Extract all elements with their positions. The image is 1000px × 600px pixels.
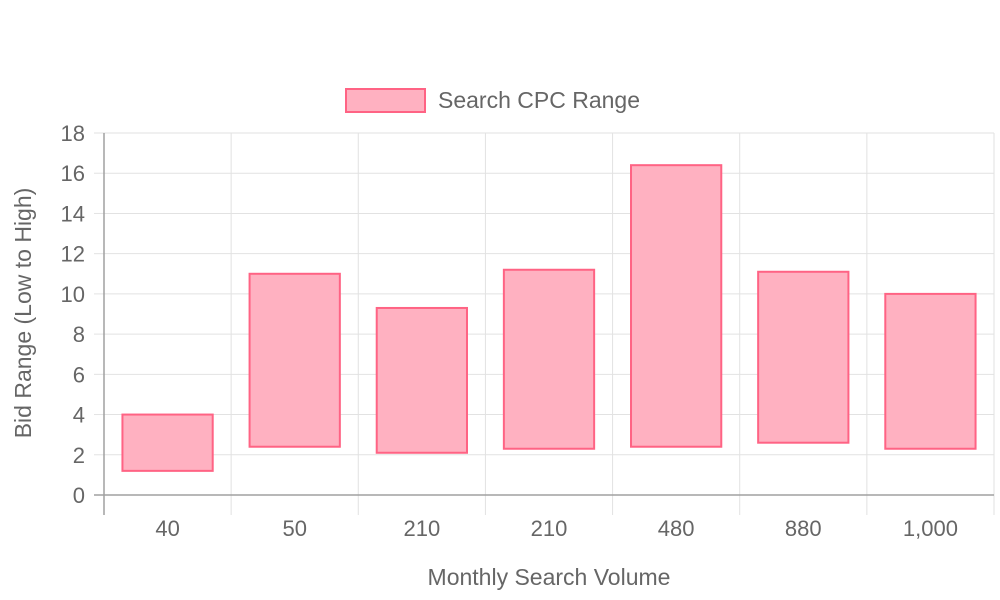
bar[interactable] (630, 164, 723, 448)
x-tick-label: 880 (785, 516, 822, 541)
legend-label[interactable]: Search CPC Range (438, 87, 640, 113)
y-tick-label: 6 (73, 362, 85, 387)
x-tick-label: 50 (282, 516, 306, 541)
bar[interactable] (375, 306, 468, 454)
y-tick-label: 18 (61, 121, 85, 146)
x-tick-label: 1,000 (903, 516, 958, 541)
y-tick-label: 2 (73, 443, 85, 468)
y-tick-label: 16 (61, 161, 85, 186)
bar[interactable] (884, 292, 977, 450)
y-tick-labels: 0 2 4 6 8 10 12 14 16 18 (61, 121, 85, 508)
bars (121, 164, 977, 472)
x-axis-title: Monthly Search Volume (428, 564, 671, 590)
x-tick-label: 480 (658, 516, 695, 541)
y-tick-label: 12 (61, 242, 85, 267)
x-tick-label: 40 (155, 516, 179, 541)
y-tick-label: 4 (73, 403, 85, 428)
x-tick-labels: 40 50 210 210 480 880 1,000 (155, 516, 958, 541)
bar[interactable] (248, 272, 341, 448)
y-tick-label: 10 (61, 282, 85, 307)
x-tick-label: 210 (531, 516, 568, 541)
bar[interactable] (121, 413, 214, 472)
axes (94, 133, 994, 515)
bar[interactable] (757, 270, 850, 444)
y-tick-label: 0 (73, 483, 85, 508)
x-tick-label: 210 (403, 516, 440, 541)
y-axis-title: Bid Range (Low to High) (10, 188, 36, 439)
legend[interactable]: Search CPC Range (345, 87, 640, 113)
bar[interactable] (502, 268, 596, 450)
y-tick-label: 8 (73, 322, 85, 347)
y-tick-label: 14 (61, 201, 85, 226)
legend-swatch[interactable] (345, 88, 426, 113)
